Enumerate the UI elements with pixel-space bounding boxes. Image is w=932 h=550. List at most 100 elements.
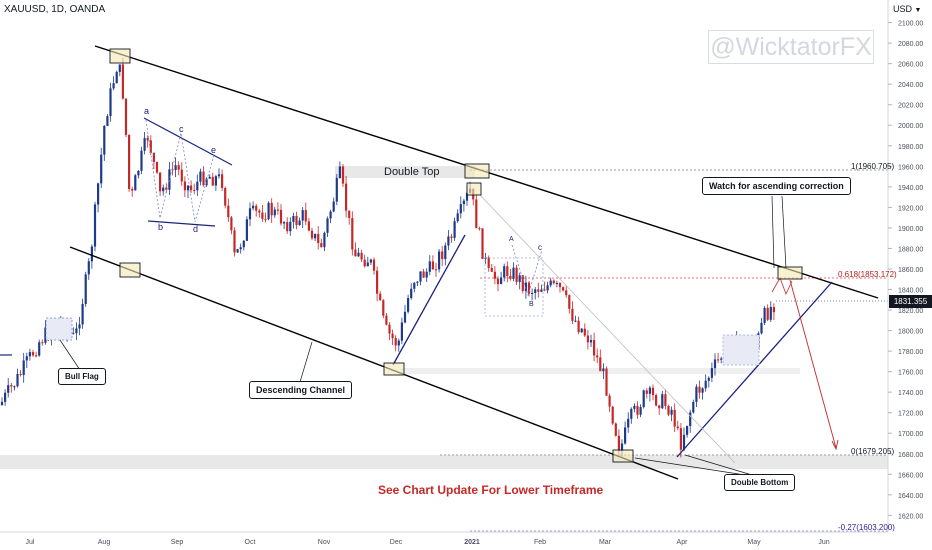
candle-body <box>639 407 642 415</box>
candle-body <box>441 251 444 260</box>
candle-body <box>382 300 385 316</box>
candle-body <box>205 178 208 186</box>
double-bottom-pointer <box>684 454 753 476</box>
candle-body <box>459 204 462 214</box>
candle-body <box>109 88 112 117</box>
x-tick-label: Feb <box>534 539 546 546</box>
candle-body <box>552 280 555 284</box>
candle-body <box>655 395 658 406</box>
candle-body <box>171 169 174 171</box>
pivot-highlight-box <box>466 182 482 196</box>
candle-body <box>4 392 7 402</box>
candle-body <box>614 423 617 436</box>
candle-body <box>230 217 233 231</box>
candle-body <box>338 166 341 179</box>
candle-body <box>146 138 149 141</box>
candle-body <box>602 368 605 372</box>
candle-body <box>149 140 152 153</box>
candle-body <box>431 261 434 270</box>
candle-body <box>332 201 335 212</box>
symbol-title: XAUUSD, 1D, OANDA <box>4 4 106 15</box>
x-tick-label: 2021 <box>464 539 480 546</box>
candle-body <box>341 166 345 184</box>
candle-body <box>13 386 16 388</box>
y-tick-label: 1880.00 <box>898 246 923 253</box>
candle-body <box>31 352 35 356</box>
candle-body <box>323 232 326 248</box>
candle-body <box>465 192 469 201</box>
candle-body <box>369 259 372 263</box>
y-tick-label: 1900.00 <box>898 226 923 233</box>
candle-body <box>400 322 403 341</box>
y-tick-label: 1640.00 <box>898 493 923 500</box>
candle-body <box>239 247 242 250</box>
x-tick-label: Oct <box>245 539 256 546</box>
candle-body <box>593 340 596 356</box>
candle-body <box>543 289 546 291</box>
price-axis[interactable]: 1620.00 1640.00 1660.00 1680.00 1700.00 1720.… <box>887 0 923 532</box>
x-tick-label: Sep <box>171 539 184 546</box>
candles <box>0 57 775 458</box>
candle-body <box>555 282 558 284</box>
candle-body <box>580 328 583 333</box>
x-tick-label: May <box>747 539 761 546</box>
candle-body <box>450 236 453 238</box>
candle-body <box>78 324 81 329</box>
watch-callout: Watch for ascending correction <box>702 177 851 195</box>
wave-label-c: c <box>179 124 184 134</box>
candle-body <box>599 357 602 372</box>
candle-body <box>583 328 586 336</box>
candle-body <box>286 222 289 232</box>
candle-body <box>41 342 44 344</box>
candle-body <box>248 208 252 220</box>
triangle-lower-line <box>147 220 216 227</box>
candle-body <box>695 386 698 402</box>
y-tick-label: 1820.00 <box>898 308 923 315</box>
candle-body <box>345 183 348 211</box>
candle-body <box>267 202 270 220</box>
candle-body <box>152 152 155 162</box>
candle-body <box>128 134 131 190</box>
last-price-tag: 1831.355 <box>889 295 932 308</box>
time-axis[interactable]: Jul Aug Sep Oct Nov Dec 2021 Feb Mar Apr May Jun <box>0 531 888 546</box>
candle-body <box>509 276 512 279</box>
candle-body <box>329 211 332 219</box>
candle-body <box>38 342 41 356</box>
candle-body <box>292 215 295 222</box>
projection-line-down <box>789 279 837 449</box>
candle-body <box>115 71 118 84</box>
candle-body <box>589 340 593 343</box>
candle-body <box>348 210 351 219</box>
candle-body <box>679 428 682 450</box>
candle-body <box>760 322 763 334</box>
candle-body <box>596 355 599 358</box>
candle-body <box>422 271 425 278</box>
candle-body <box>403 311 407 323</box>
candle-body <box>162 187 165 192</box>
y-tick-label: 2000.00 <box>898 123 923 130</box>
candle-body <box>87 261 90 275</box>
candle-body <box>642 390 645 408</box>
candle-body <box>562 287 565 291</box>
candle-body <box>478 228 481 230</box>
candle-body <box>630 408 633 419</box>
candle-body <box>521 275 524 291</box>
candle-body <box>261 212 264 219</box>
candle-body <box>416 281 419 283</box>
candle-body <box>100 154 103 184</box>
candle-body <box>546 285 549 291</box>
candle-body <box>558 282 562 288</box>
double-top-label: Double Top <box>384 166 440 178</box>
candle-body <box>97 183 100 205</box>
candle-body <box>512 267 515 279</box>
candle-body <box>379 293 382 301</box>
correction-zigzag <box>771 277 793 296</box>
triangle-wave-path <box>145 119 215 223</box>
candle-body <box>686 425 689 435</box>
currency-menu[interactable]: USD ▼ <box>893 4 921 14</box>
candle-body <box>93 204 97 247</box>
candle-body <box>366 262 369 267</box>
candle-body <box>410 288 413 299</box>
